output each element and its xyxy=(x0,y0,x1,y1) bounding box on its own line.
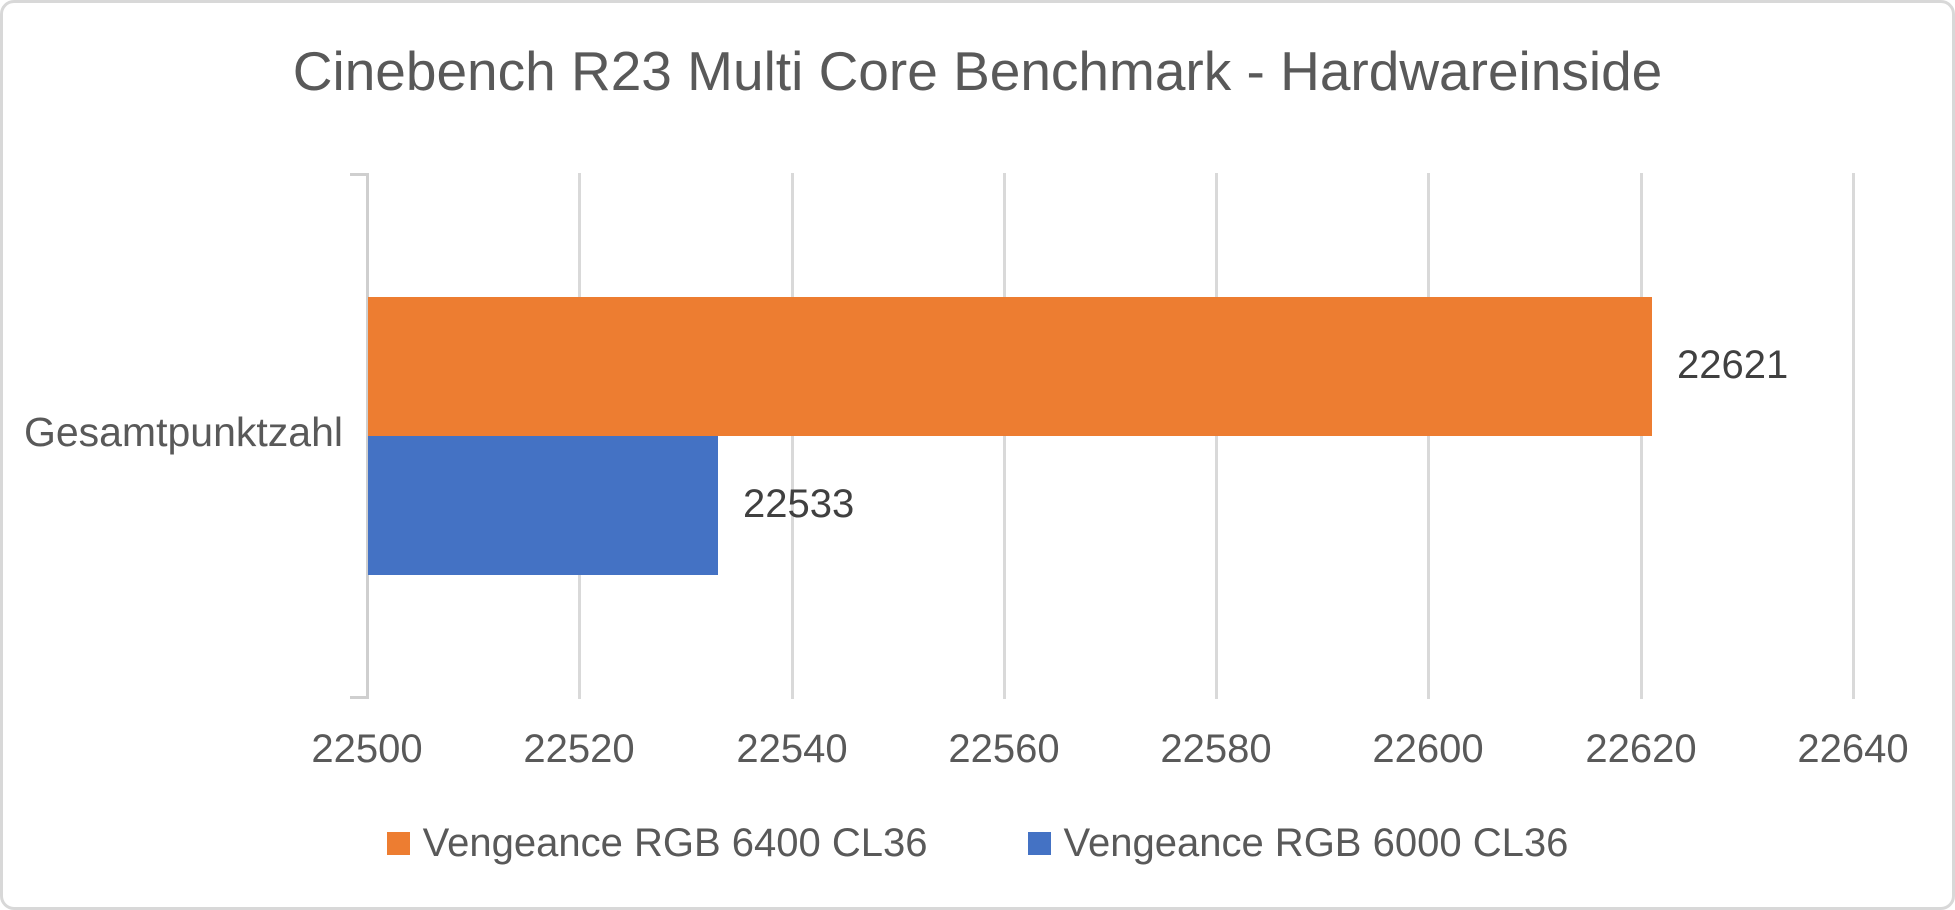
legend-item-vengeance-6400: Vengeance RGB 6400 CL36 xyxy=(386,821,928,866)
legend-label-vengeance-6400: Vengeance RGB 6400 CL36 xyxy=(422,821,928,865)
data-label: 22621 xyxy=(1677,342,1789,387)
axis-tick-mark xyxy=(350,173,367,176)
legend-swatch-orange-icon xyxy=(386,832,410,855)
gridline xyxy=(1427,173,1430,699)
y-axis-category-label: Gesamtpunktzahl xyxy=(23,409,343,455)
category-axis-line xyxy=(366,173,369,699)
x-tick-label: 22600 xyxy=(1372,727,1484,771)
gridline xyxy=(1215,173,1218,699)
plot-area: 22621 22533 xyxy=(350,173,1855,699)
x-axis-tick-labels: 22500 22520 22540 22560 22580 22600 22620 22640 xyxy=(3,3,1952,907)
legend: Vengeance RGB 6400 CL36 Vengeance RGB 60… xyxy=(3,821,1952,866)
legend-label-vengeance-6000: Vengeance RGB 6000 CL36 xyxy=(1063,821,1569,865)
x-tick-label: 22520 xyxy=(523,727,635,771)
x-tick-label: 22560 xyxy=(948,727,1060,771)
legend-swatch-blue-icon xyxy=(1027,832,1051,855)
x-tick-label: 22540 xyxy=(736,727,848,771)
gridline xyxy=(791,173,794,699)
legend-item-vengeance-6000: Vengeance RGB 6000 CL36 xyxy=(1027,821,1569,866)
gridline xyxy=(1003,173,1006,699)
x-tick-label: 22640 xyxy=(1797,727,1909,771)
data-label: 22533 xyxy=(743,481,855,526)
bar-vengeance-rgb-6000-cl36 xyxy=(368,436,718,575)
bar-vengeance-rgb-6400-cl36 xyxy=(368,297,1652,436)
gridline xyxy=(1640,173,1643,699)
x-tick-label: 22500 xyxy=(311,727,423,771)
x-tick-label: 22580 xyxy=(1160,727,1272,771)
x-tick-label: 22620 xyxy=(1585,727,1697,771)
chart-title: Cinebench R23 Multi Core Benchmark - Har… xyxy=(292,40,1663,102)
axis-tick-mark xyxy=(350,696,367,699)
gridline xyxy=(1852,173,1855,699)
